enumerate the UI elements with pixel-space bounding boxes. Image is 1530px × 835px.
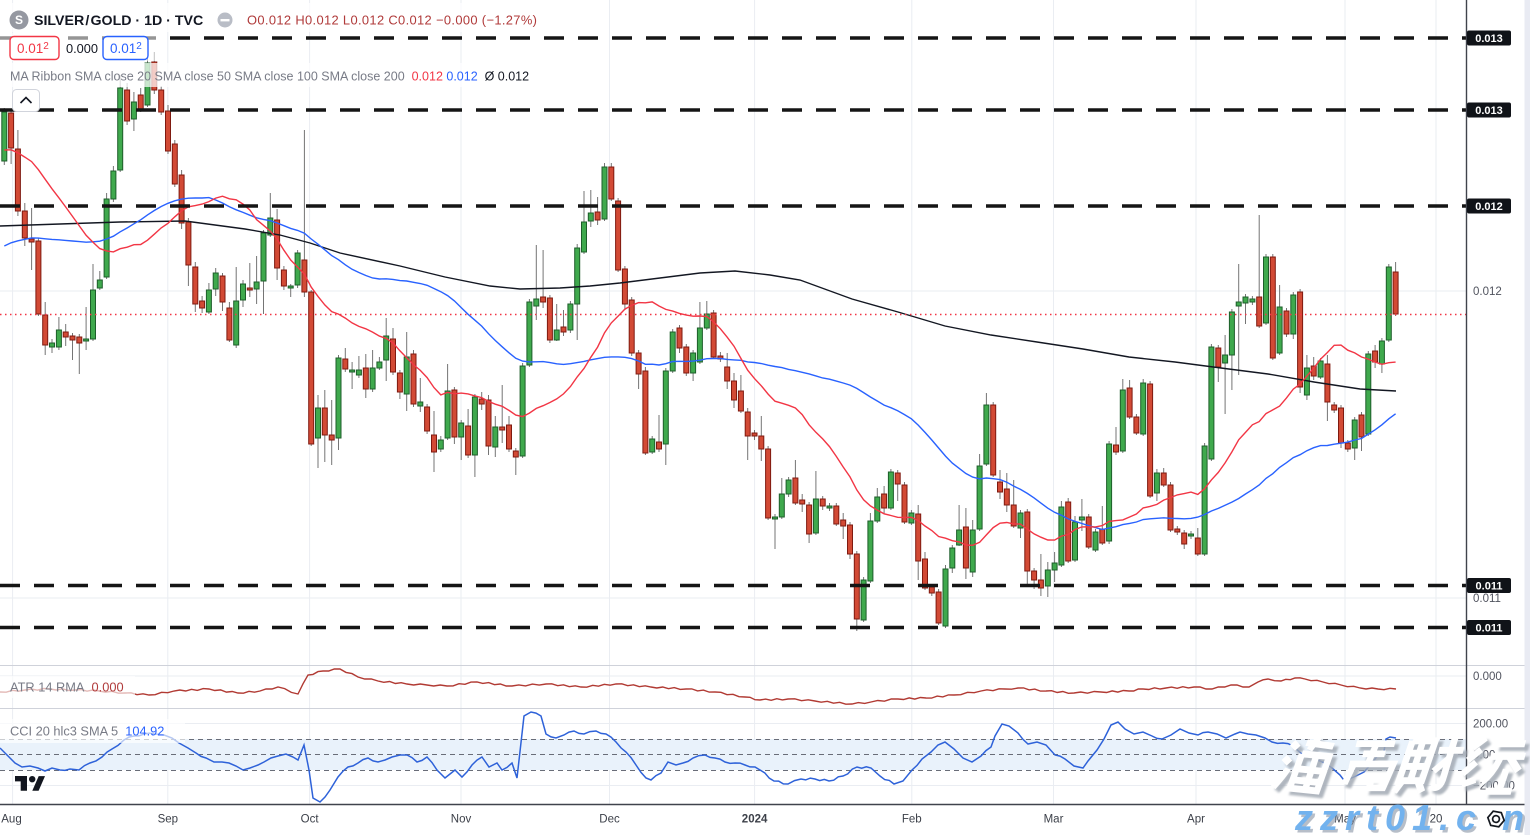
svg-text:Aug: Aug	[1, 814, 21, 826]
svg-text:zzrt01.c: zzrt01.c	[1294, 797, 1483, 835]
svg-text:n: n	[1502, 797, 1524, 835]
svg-text:Mar: Mar	[1044, 814, 1064, 826]
svg-text:0.011: 0.011	[1473, 593, 1501, 605]
svg-text:SILVER / GOLD · 1D · TVC: SILVER / GOLD · 1D · TVC	[34, 13, 203, 29]
svg-text:Oct: Oct	[301, 814, 320, 826]
svg-text:0.000: 0.000	[66, 41, 98, 56]
svg-text:0.011: 0.011	[1476, 623, 1503, 635]
svg-text:0.013: 0.013	[1475, 105, 1503, 117]
svg-text:0.013: 0.013	[1475, 33, 1503, 45]
svg-text:0.012: 0.012	[17, 41, 49, 56]
svg-text:Nov: Nov	[451, 814, 472, 826]
svg-text:MA Ribbon SMA close 20 SMA clo: MA Ribbon SMA close 20 SMA close 50 SMA …	[10, 70, 529, 84]
svg-text:20: 20	[1430, 814, 1443, 826]
svg-text:n: n	[1505, 800, 1527, 835]
svg-text:May: May	[1334, 814, 1356, 826]
svg-text:S: S	[15, 13, 23, 27]
svg-text:Sep: Sep	[158, 814, 178, 826]
svg-text:CCI 20 hlc3 SMA 5 104.92: CCI 20 hlc3 SMA 5 104.92	[10, 724, 164, 739]
svg-text:Apr: Apr	[1187, 814, 1205, 826]
svg-text:2024: 2024	[742, 814, 768, 826]
svg-text:200.00: 200.00	[1473, 719, 1508, 731]
svg-text:0.011: 0.011	[1476, 581, 1503, 593]
svg-text:0.012: 0.012	[1473, 286, 1502, 298]
svg-text:0.012: 0.012	[1475, 201, 1503, 213]
svg-text:0.000: 0.000	[1473, 671, 1502, 683]
svg-text:ATR 14 RMA 0.000: ATR 14 RMA 0.000	[10, 680, 124, 695]
svg-text:0.012: 0.012	[110, 41, 142, 56]
svg-text:Feb: Feb	[902, 814, 922, 826]
svg-text:Dec: Dec	[599, 814, 620, 826]
svg-text:zzrt01.c: zzrt01.c	[1297, 800, 1486, 835]
svg-text:O0.012 H0.012 L0.012 C0.012 −0: O0.012 H0.012 L0.012 C0.012 −0.000 (−1.2…	[247, 13, 537, 28]
